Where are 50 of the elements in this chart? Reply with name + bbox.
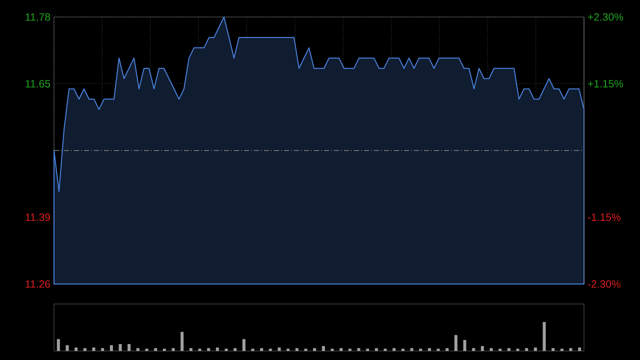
y2-tick-label: +2.30% [588,13,624,21]
bar [56,339,60,351]
bar [180,332,184,351]
bar [242,339,246,351]
bar [446,348,449,351]
bar [578,348,582,351]
bar [260,348,264,351]
bar [357,348,360,351]
bar [216,348,219,351]
bar [340,348,343,351]
bar [542,322,546,351]
bar [74,348,78,351]
y-tick-label: 11.39 [26,214,50,221]
bar [463,340,466,351]
bar [278,348,281,351]
bar [189,348,192,351]
bar [569,348,572,351]
y-tick-label: 11.78 [26,13,50,21]
bar [118,344,122,351]
bar [374,348,378,351]
bar [101,348,104,351]
bar [525,348,528,351]
bar [472,348,476,351]
y2-tick-label: -1.15% [588,214,620,221]
y-tick-label: 11.26 [26,280,50,288]
bar [454,335,458,351]
bar [234,348,237,351]
bar [410,348,414,351]
bar [392,348,396,351]
bar [428,348,431,351]
bar [172,348,175,351]
bar [313,348,316,351]
bar [295,348,298,351]
bar [66,345,69,351]
bar [207,348,210,351]
bar [92,348,96,351]
y-tick-label: 11.65 [26,80,50,88]
bar [480,346,484,351]
bar [534,348,537,351]
bar [552,348,555,351]
bar [110,345,113,351]
bar [490,348,493,351]
bar [128,344,131,351]
bar [83,348,86,351]
bar [322,346,325,351]
bar [136,348,140,351]
y2-tick-label: -2.30% [588,280,620,288]
bar [507,348,510,351]
bar [154,348,158,351]
y2-tick-label: +1.15% [588,80,624,88]
